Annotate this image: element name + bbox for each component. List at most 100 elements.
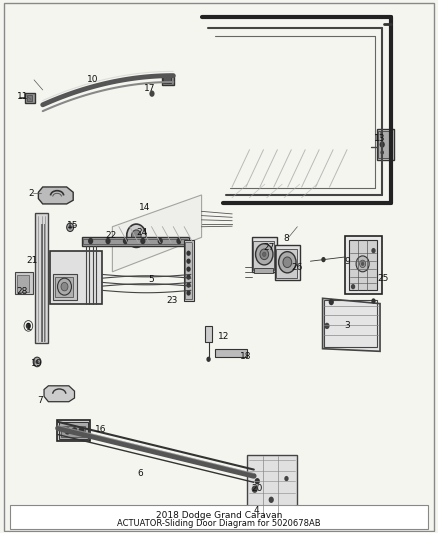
Bar — [17, 275, 29, 292]
Text: 10: 10 — [87, 75, 99, 84]
Circle shape — [186, 290, 191, 296]
Text: 20: 20 — [251, 483, 263, 492]
Text: 6: 6 — [138, 469, 144, 478]
Circle shape — [67, 223, 74, 231]
Polygon shape — [35, 214, 48, 343]
Text: 21: 21 — [26, 256, 38, 265]
Circle shape — [61, 282, 68, 291]
Circle shape — [131, 230, 141, 241]
Circle shape — [254, 478, 260, 484]
Circle shape — [380, 141, 385, 148]
Text: 15: 15 — [67, 221, 79, 230]
Text: 14: 14 — [138, 203, 150, 212]
Text: 3: 3 — [345, 321, 350, 330]
Text: 27: 27 — [263, 244, 275, 253]
Circle shape — [158, 238, 163, 244]
Circle shape — [78, 427, 85, 434]
Circle shape — [328, 299, 334, 305]
Text: 2: 2 — [28, 189, 34, 198]
Polygon shape — [39, 187, 73, 204]
Circle shape — [324, 322, 329, 329]
Circle shape — [262, 252, 266, 256]
Bar — [324, 301, 377, 347]
Circle shape — [149, 91, 155, 97]
Bar — [57, 420, 90, 441]
Circle shape — [371, 248, 376, 253]
Circle shape — [371, 298, 376, 304]
Bar — [163, 77, 171, 83]
Bar — [276, 249, 297, 278]
Circle shape — [127, 224, 146, 247]
Circle shape — [284, 476, 289, 481]
Circle shape — [106, 238, 111, 244]
Circle shape — [269, 508, 273, 513]
Bar — [205, 326, 212, 342]
Circle shape — [123, 238, 128, 244]
Circle shape — [71, 427, 78, 434]
Circle shape — [268, 497, 274, 503]
Text: 1: 1 — [25, 323, 31, 332]
Circle shape — [186, 251, 191, 256]
Circle shape — [321, 257, 325, 262]
Text: 26: 26 — [292, 263, 303, 272]
Circle shape — [177, 238, 182, 244]
Bar — [185, 242, 191, 300]
Circle shape — [356, 256, 369, 272]
Text: 4: 4 — [254, 506, 260, 515]
Circle shape — [206, 357, 211, 362]
Bar — [10, 505, 428, 529]
Text: 24: 24 — [136, 228, 147, 237]
Circle shape — [68, 225, 72, 229]
Bar — [82, 237, 188, 246]
Bar — [83, 239, 187, 244]
Text: 28: 28 — [17, 287, 28, 296]
Bar — [53, 274, 77, 301]
Bar — [55, 277, 73, 297]
Text: 11: 11 — [17, 92, 28, 101]
Bar — [254, 268, 273, 273]
Bar — [345, 236, 382, 294]
Text: 2018 Dodge Grand Caravan: 2018 Dodge Grand Caravan — [156, 511, 282, 520]
Text: 7: 7 — [38, 395, 43, 405]
Bar — [215, 349, 247, 357]
Circle shape — [26, 322, 31, 329]
Bar — [162, 75, 174, 85]
Circle shape — [360, 260, 366, 268]
Bar — [377, 128, 394, 160]
Circle shape — [279, 252, 296, 273]
Text: 9: 9 — [345, 257, 350, 265]
Bar — [349, 240, 377, 290]
Text: 25: 25 — [378, 273, 389, 282]
Circle shape — [64, 427, 71, 434]
Text: 13: 13 — [374, 134, 386, 143]
Bar — [61, 425, 85, 437]
Bar — [50, 251, 102, 304]
Bar — [25, 93, 35, 103]
Polygon shape — [113, 195, 201, 272]
Circle shape — [252, 486, 258, 493]
Circle shape — [186, 266, 191, 272]
Polygon shape — [44, 386, 74, 402]
Text: 16: 16 — [95, 425, 106, 434]
Polygon shape — [247, 455, 297, 519]
Text: 19: 19 — [32, 359, 43, 367]
Text: 8: 8 — [283, 235, 290, 244]
Bar — [252, 237, 277, 272]
Bar — [59, 422, 88, 439]
Text: 23: 23 — [166, 296, 178, 305]
Circle shape — [33, 357, 41, 367]
Circle shape — [283, 257, 292, 268]
Circle shape — [88, 238, 93, 244]
Circle shape — [186, 282, 191, 288]
Circle shape — [255, 244, 273, 265]
Circle shape — [260, 249, 268, 260]
Circle shape — [351, 284, 355, 289]
Bar — [275, 245, 300, 280]
Circle shape — [140, 238, 145, 244]
Circle shape — [35, 360, 39, 364]
Circle shape — [186, 259, 191, 264]
Bar — [15, 272, 33, 294]
Bar — [184, 240, 194, 301]
Bar — [253, 241, 274, 270]
Circle shape — [186, 274, 191, 280]
